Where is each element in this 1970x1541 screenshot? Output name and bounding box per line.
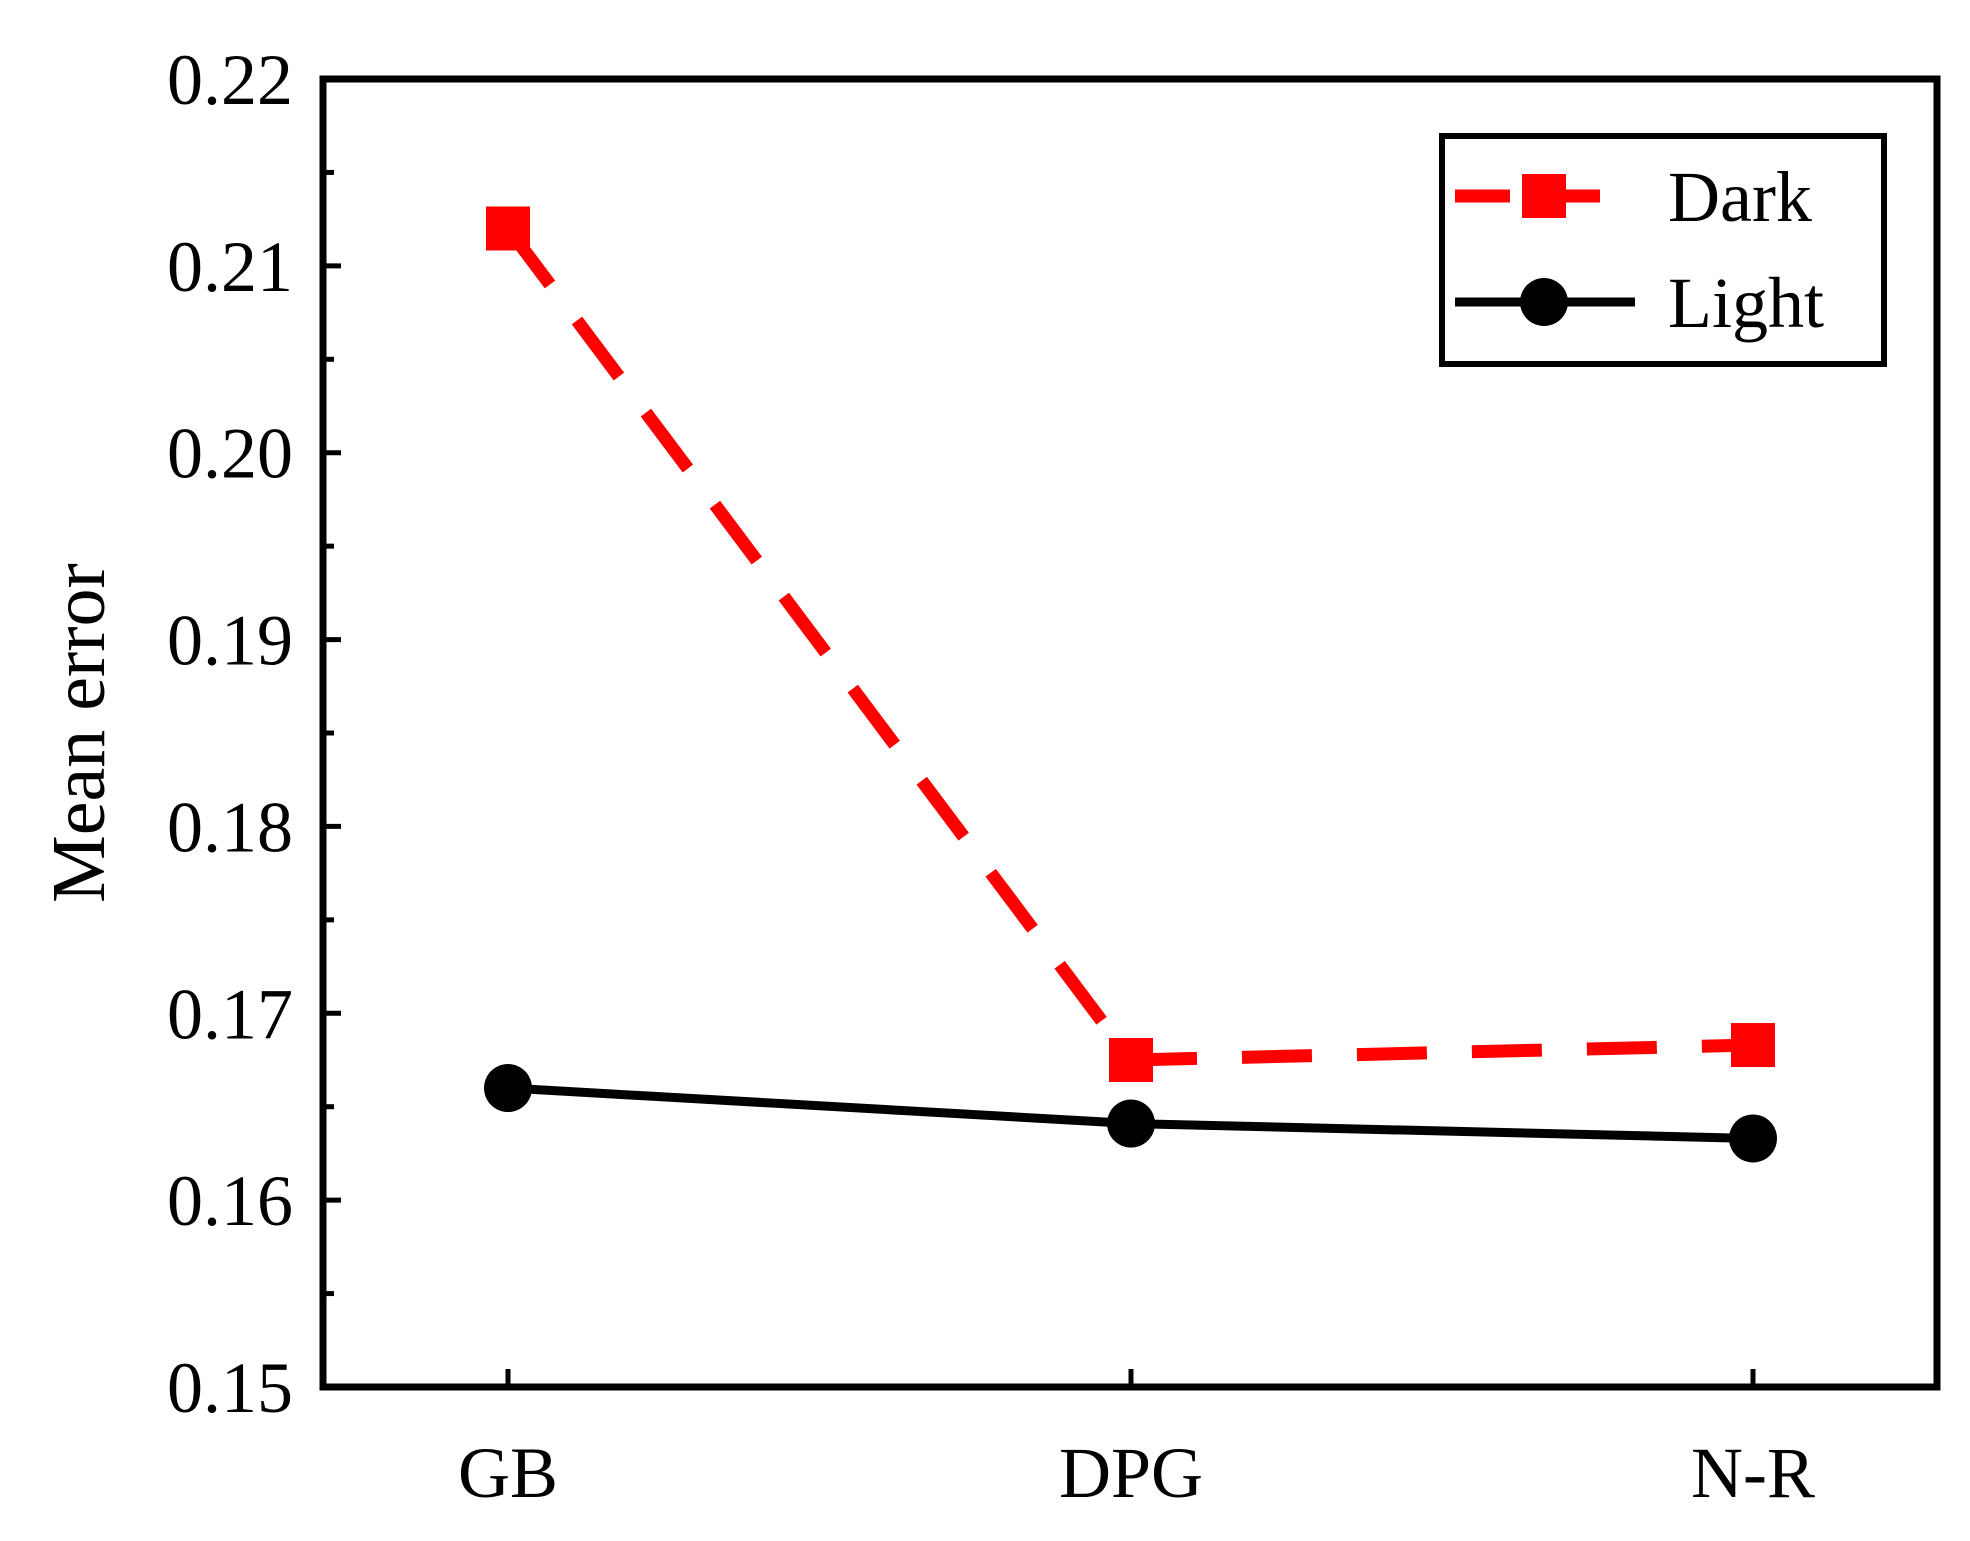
- data-point-light: [1107, 1099, 1155, 1148]
- y-tick-label: 0.22: [167, 40, 293, 120]
- y-tick-label: 0.15: [167, 1348, 293, 1428]
- series-layer: [484, 206, 1777, 1163]
- y-tick-label: 0.16: [167, 1161, 293, 1241]
- y-tick-label: 0.17: [167, 974, 293, 1054]
- data-point-dark: [1109, 1038, 1153, 1082]
- legend-label-dark: Dark: [1668, 157, 1812, 237]
- y-tick-label: 0.18: [167, 787, 293, 867]
- legend-marker-dark: [1522, 174, 1566, 218]
- x-axis-ticks: GB DPG N-R: [458, 1369, 1815, 1513]
- y-axis-ticks: 0.15 0.16 0.17 0.18 0.19 0.20 0.21 0.22: [167, 40, 341, 1428]
- y-tick-label: 0.21: [167, 227, 293, 307]
- data-point-dark: [1731, 1023, 1775, 1068]
- legend-box: [1439, 133, 1887, 367]
- y-tick-label: 0.20: [167, 414, 293, 494]
- y-axis-title: Mean error: [37, 563, 121, 903]
- legend-label-light: Light: [1668, 263, 1824, 343]
- plot-frame: [319, 75, 1941, 1391]
- x-tick-label: DPG: [1059, 1433, 1203, 1513]
- legend-marker-light: [1520, 278, 1568, 326]
- y-tick-label: 0.19: [167, 601, 293, 681]
- data-point-light: [484, 1064, 532, 1113]
- data-point-light: [1729, 1114, 1777, 1163]
- data-point-dark: [486, 206, 530, 251]
- legend: Dark Light: [1439, 133, 1887, 367]
- x-tick-label: N-R: [1691, 1433, 1815, 1513]
- x-tick-label: GB: [458, 1433, 558, 1513]
